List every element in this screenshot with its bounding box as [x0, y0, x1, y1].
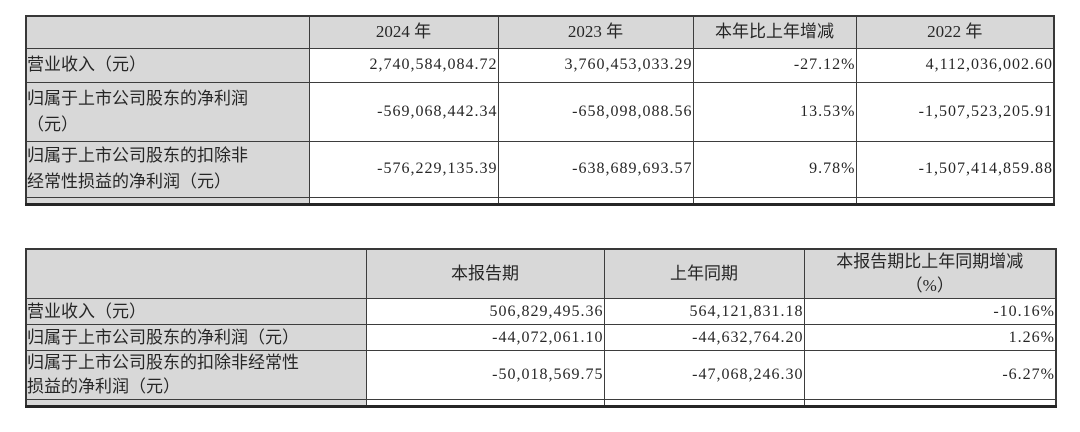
truncated-row-cell — [25, 399, 367, 407]
value-cell: 506,829,495.36 — [365, 298, 605, 325]
header-line: 本报告期比上年同期增减 — [836, 252, 1024, 271]
header-2024: 2024 年 — [308, 15, 499, 49]
header-line: 本年比上年增减 — [715, 22, 834, 42]
truncated-row-cell — [365, 399, 605, 407]
value-cell: -10.16% — [803, 298, 1057, 325]
row-label-line: 经常性损益的净利润（元） — [27, 172, 231, 191]
value-cell: -569,068,442.34 — [308, 81, 499, 142]
row-label-line: （元） — [27, 114, 78, 134]
value-cell: 564,121,831.18 — [603, 298, 805, 325]
value-cell: -6.27% — [803, 350, 1057, 400]
truncated-row-cell — [692, 196, 857, 205]
value-cell: -638,689,693.57 — [497, 140, 694, 198]
table-row-deducted-net-profit: 归属于上市公司股东的扣除非经常性 损益的净利润（元） -50,018,569.7… — [25, 350, 1057, 400]
value-cell: -50,018,569.75 — [365, 350, 605, 400]
value-cell: 2,740,584,084.72 — [308, 47, 499, 83]
header-prior-year-period: 上年同期 — [603, 248, 805, 299]
row-label-cell: 归属于上市公司股东的净利润（元） — [25, 324, 367, 351]
value-cell: -47,068,246.30 — [603, 350, 805, 400]
row-label-cell: 营业收入（元） — [25, 298, 367, 325]
value-cell: -576,229,135.39 — [308, 140, 499, 198]
header-line: 2022 年 — [927, 22, 983, 42]
row-label-line: 归属于上市公司股东的扣除非 — [27, 146, 248, 165]
header-current-period: 本报告期 — [365, 248, 605, 299]
value-cell: -44,072,061.10 — [365, 324, 605, 351]
truncated-row-cell — [803, 399, 1057, 407]
period-header-row: 本报告期 上年同期 本报告期比上年同期增减 （%） — [25, 248, 1057, 299]
truncated-row-cell — [855, 196, 1055, 205]
row-label-line: 归属于上市公司股东的扣除非经常性 — [27, 353, 299, 372]
value-cell: 3,760,453,033.29 — [497, 47, 694, 83]
row-label-line: 归属于上市公司股东的净利润（元） — [27, 327, 299, 347]
annual-corner-cell — [25, 15, 310, 49]
truncated-next-row — [25, 196, 1055, 205]
value-cell: -1,507,523,205.91 — [855, 81, 1055, 142]
annual-comparison-table: 2024 年 2023 年 本年比上年增减 2022 年 营业收入（元） 2,7… — [25, 15, 1055, 206]
annual-header-row: 2024 年 2023 年 本年比上年增减 2022 年 — [25, 15, 1055, 49]
header-2023: 2023 年 — [497, 15, 694, 49]
header-yoy-change: 本年比上年增减 — [692, 15, 857, 49]
table-row-deducted-net-profit: 归属于上市公司股东的扣除非 经常性损益的净利润（元） -576,229,135.… — [25, 140, 1055, 198]
row-label-line: 损益的净利润（元） — [27, 377, 180, 396]
value-cell: 1.26% — [803, 324, 1057, 351]
header-line: （%） — [905, 276, 954, 295]
row-label-line: 归属于上市公司股东的净利润 — [27, 88, 248, 108]
value-cell: -44,632,764.20 — [603, 324, 805, 351]
header-line: 本报告期 — [451, 264, 519, 283]
header-period-change: 本报告期比上年同期增减 （%） — [803, 248, 1057, 299]
header-2022: 2022 年 — [855, 15, 1055, 49]
header-line: 2024 年 — [375, 22, 432, 42]
truncated-row-cell — [308, 196, 499, 205]
value-cell: -658,098,088.56 — [497, 81, 694, 142]
value-cell: 9.78% — [692, 140, 857, 198]
row-label-cell: 归属于上市公司股东的扣除非经常性 损益的净利润（元） — [25, 350, 367, 400]
value-cell: 13.53% — [692, 81, 857, 142]
row-label-line: 营业收入（元） — [27, 55, 146, 74]
value-cell: 4,112,036,002.60 — [855, 47, 1055, 83]
truncated-row-cell — [497, 196, 694, 205]
reporting-period-table: 本报告期 上年同期 本报告期比上年同期增减 （%） 营业收入（元） 506,82… — [25, 248, 1057, 408]
truncated-row-cell — [25, 196, 310, 205]
row-label-line: 营业收入（元） — [27, 301, 146, 321]
row-label-cell: 营业收入（元） — [25, 47, 310, 83]
value-cell: -1,507,414,859.88 — [855, 140, 1055, 198]
header-line: 上年同期 — [670, 264, 738, 283]
truncated-row-cell — [603, 399, 805, 407]
value-cell: -27.12% — [692, 47, 857, 83]
header-line: 2023 年 — [567, 22, 624, 42]
period-corner-cell — [25, 248, 367, 299]
table-row-revenue: 营业收入（元） 2,740,584,084.72 3,760,453,033.2… — [25, 47, 1055, 83]
truncated-next-row — [25, 399, 1057, 407]
table-row-revenue: 营业收入（元） 506,829,495.36 564,121,831.18 -1… — [25, 298, 1057, 325]
row-label-cell: 归属于上市公司股东的扣除非 经常性损益的净利润（元） — [25, 140, 310, 198]
table-row-net-profit: 归属于上市公司股东的净利润（元） -44,072,061.10 -44,632,… — [25, 324, 1057, 351]
row-label-cell: 归属于上市公司股东的净利润 （元） — [25, 81, 310, 142]
table-row-net-profit: 归属于上市公司股东的净利润 （元） -569,068,442.34 -658,0… — [25, 81, 1055, 142]
